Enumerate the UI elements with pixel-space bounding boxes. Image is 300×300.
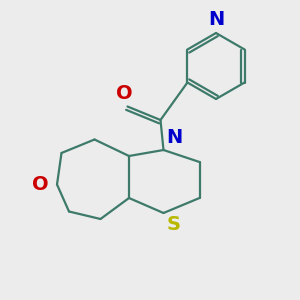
Text: S: S <box>167 215 181 234</box>
Text: N: N <box>208 11 224 29</box>
Text: O: O <box>116 84 133 103</box>
Text: N: N <box>167 128 183 147</box>
Text: O: O <box>32 175 49 194</box>
